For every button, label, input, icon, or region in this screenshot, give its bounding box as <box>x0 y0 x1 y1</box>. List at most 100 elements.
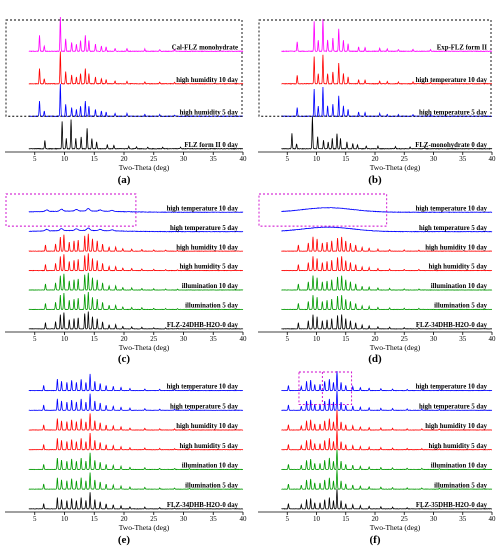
x-tick-label: 10 <box>61 155 69 163</box>
x-tick-label: 15 <box>342 155 350 163</box>
x-tick-label: 20 <box>121 155 129 163</box>
x-axis-label: Two-Theta (deg) <box>370 523 421 532</box>
series-label: high humidity 10 day <box>425 423 487 430</box>
series-label: high temperature 5 day <box>419 225 488 232</box>
panel-d: high temperature 10 day high temperature … <box>258 193 497 365</box>
x-tick-label: 30 <box>180 515 188 523</box>
series-label: FLZ-34DHB-H2O-0 day <box>416 322 488 329</box>
series-label: high humidity 5 day <box>180 264 239 271</box>
x-tick-label: 40 <box>489 155 497 163</box>
trace-1 <box>28 373 244 392</box>
x-tick-label: 20 <box>372 335 380 343</box>
x-tick-label: 15 <box>342 515 350 523</box>
trace-2 <box>28 393 244 411</box>
x-axis-label: Two-Theta (deg) <box>119 163 170 172</box>
trace-7 <box>28 311 244 330</box>
series-label: high temperature 5 day <box>419 403 488 410</box>
highlight-box <box>258 19 492 117</box>
x-tick-label: 25 <box>401 335 409 343</box>
x-tick-label: 5 <box>286 335 290 343</box>
x-tick-label: 5 <box>286 515 290 523</box>
trace-4 <box>28 253 244 272</box>
x-tick-label: 20 <box>372 155 380 163</box>
x-tick-label: 5 <box>33 335 37 343</box>
series-label: high humidity 10 day <box>176 244 238 251</box>
series-label: high humidity 10 day <box>176 77 238 84</box>
x-tick-label: 35 <box>210 515 218 523</box>
series-label: illumination 5 day <box>185 482 238 489</box>
trace-4 <box>28 119 244 150</box>
trace-3 <box>281 236 493 252</box>
x-axis-label: Two-Theta (deg) <box>119 343 170 352</box>
series-label: illumination 10 day <box>182 463 239 470</box>
panel-label: (f) <box>370 534 381 546</box>
x-tick-label: 20 <box>372 515 380 523</box>
series-label: high humidity 5 day <box>429 443 488 450</box>
panel-b: Exp-FLZ form II high temperature 10 day hi… <box>258 19 496 186</box>
trace-6 <box>28 472 244 490</box>
trace-5 <box>28 452 244 471</box>
trace-2 <box>281 226 493 233</box>
trace-2 <box>281 390 493 412</box>
x-tick-label: 15 <box>91 155 99 163</box>
series-label: illumination 5 day <box>434 303 487 310</box>
x-tick-label: 30 <box>430 155 438 163</box>
series-label: high temperature 10 day <box>416 205 488 212</box>
highlight-box <box>298 371 353 406</box>
x-tick-label: 15 <box>91 515 99 523</box>
trace-3 <box>28 233 244 252</box>
x-tick-label: 25 <box>150 335 158 343</box>
series-label: high temperature 10 day <box>416 384 488 391</box>
panel-c: high temperature 10 day high temperature … <box>5 193 248 365</box>
panel-label: (c) <box>118 353 131 365</box>
x-tick-label: 40 <box>240 515 248 523</box>
trace-4 <box>281 116 493 150</box>
panel-e: high temperature 10 day high temperature … <box>5 373 248 546</box>
x-tick-label: 10 <box>61 515 69 523</box>
panel-f: high temperature 10 day high temperature … <box>258 370 497 546</box>
trace-6 <box>281 469 493 490</box>
trace-1 <box>28 16 244 53</box>
trace-7 <box>281 314 492 330</box>
x-tick-label: 35 <box>210 335 218 343</box>
trace-3 <box>28 413 244 431</box>
series-label: high temperature 5 day <box>170 225 239 232</box>
x-tick-label: 40 <box>489 335 497 343</box>
trace-4 <box>281 256 493 272</box>
x-tick-label: 40 <box>240 335 248 343</box>
x-tick-label: 35 <box>459 155 467 163</box>
x-tick-label: 5 <box>33 515 37 523</box>
panel-label: (b) <box>368 174 382 186</box>
series-label: high temperature 5 day <box>170 403 239 410</box>
series-label: illumination 10 day <box>431 283 488 290</box>
x-tick-label: 25 <box>150 515 158 523</box>
trace-1 <box>28 208 244 214</box>
x-tick-label: 10 <box>61 335 69 343</box>
trace-5 <box>28 272 244 291</box>
trace-1 <box>281 370 493 392</box>
trace-5 <box>281 449 493 471</box>
trace-2 <box>281 54 493 85</box>
x-tick-label: 10 <box>313 335 321 343</box>
trace-5 <box>281 275 493 291</box>
panel-label: (e) <box>118 534 131 546</box>
x-tick-label: 5 <box>33 155 37 163</box>
x-axis-label: Two-Theta (deg) <box>119 523 170 532</box>
x-tick-label: 30 <box>430 515 438 523</box>
trace-3 <box>281 87 493 118</box>
x-tick-label: 35 <box>210 155 218 163</box>
series-label: high humidity 5 day <box>429 264 488 271</box>
x-tick-label: 20 <box>121 515 129 523</box>
x-tick-label: 10 <box>313 515 321 523</box>
x-tick-label: 25 <box>401 155 409 163</box>
x-tick-label: 35 <box>459 515 467 523</box>
x-tick-label: 40 <box>489 515 497 523</box>
series-label: FLZ-monohydrate 0 day <box>415 142 487 149</box>
series-label: high temperature 5 day <box>419 110 488 117</box>
trace-1 <box>281 19 493 53</box>
trace-6 <box>28 291 244 311</box>
x-tick-label: 35 <box>459 335 467 343</box>
x-tick-label: 40 <box>240 155 248 163</box>
series-label: FLZ-34DHB-H2O-0 day <box>167 502 239 509</box>
